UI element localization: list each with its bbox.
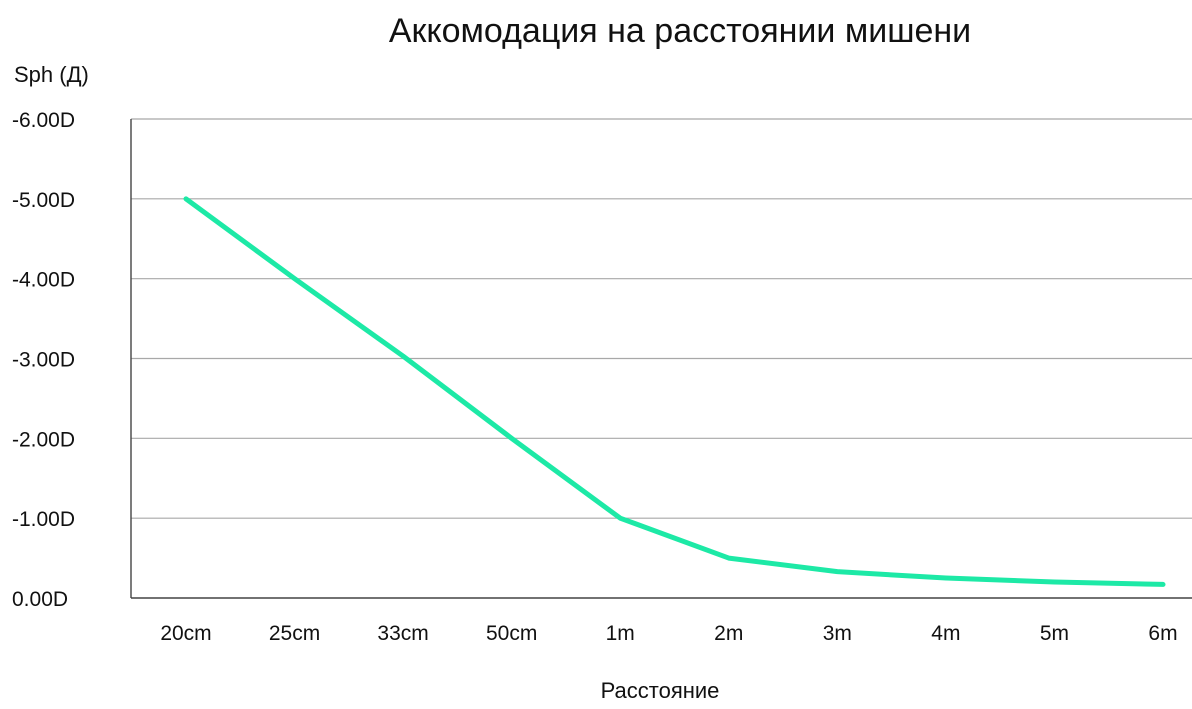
y-tick-label: -6.00D <box>12 109 75 132</box>
x-tick-label: 50cm <box>486 622 537 645</box>
y-tick-label: -1.00D <box>12 508 75 531</box>
x-tick-label: 33cm <box>377 622 428 645</box>
x-tick-label: 20cm <box>160 622 211 645</box>
y-tick-label: -2.00D <box>12 428 75 451</box>
data-point <box>183 196 189 202</box>
y-tick-label: -4.00D <box>12 269 75 292</box>
x-tick-label: 25cm <box>269 622 320 645</box>
series-line <box>183 196 1166 587</box>
x-axis-label: Расстояние <box>601 678 720 703</box>
data-point <box>835 569 840 574</box>
series-layer <box>183 196 1166 587</box>
data-point <box>943 575 949 581</box>
data-point <box>292 276 297 281</box>
chart-title: Аккомодация на расстоянии мишени <box>389 12 971 50</box>
x-tick-label: 5m <box>1040 622 1069 645</box>
data-point <box>726 555 731 561</box>
data-point <box>400 353 406 359</box>
x-tick-labels: 20cm 25cm 33cm 50cm 1m 2m 3m 4m 5m 6m <box>160 622 1177 645</box>
data-point <box>1160 582 1166 587</box>
x-tick-label: 4m <box>931 622 960 645</box>
axes <box>130 119 1192 599</box>
x-tick-label: 2m <box>714 622 743 645</box>
data-point <box>509 436 514 441</box>
x-tick-label: 1m <box>606 622 635 645</box>
x-tick-label: 3m <box>823 622 852 645</box>
x-tick-label: 6m <box>1148 622 1177 645</box>
y-tick-label: -5.00D <box>12 189 75 212</box>
y-tick-label: -3.00D <box>12 349 75 372</box>
y-tick-labels: 0.00D -1.00D -2.00D -3.00D -4.00D -5.00D -6.00… <box>12 109 75 611</box>
gridlines <box>131 118 1192 519</box>
data-point <box>618 515 623 521</box>
y-axis-label: Sph (Д) <box>14 62 89 87</box>
y-tick-label: 0.00D <box>12 588 68 611</box>
data-point <box>1052 579 1057 585</box>
